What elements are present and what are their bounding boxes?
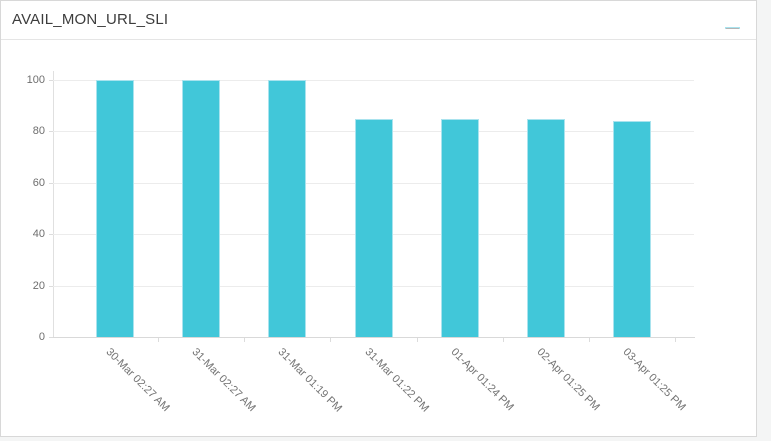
x-axis-tick bbox=[675, 338, 676, 342]
hamburger-line bbox=[725, 27, 740, 29]
x-axis-tick-label: 01-Apr 01:24 PM bbox=[448, 346, 516, 414]
bar[interactable] bbox=[268, 80, 307, 337]
x-axis-tick-label: 30-Mar 02:27 AM bbox=[103, 346, 172, 415]
gridline-y-100 bbox=[53, 80, 694, 81]
x-axis-tick-label: 31-Mar 01:22 PM bbox=[362, 346, 431, 415]
x-axis-tick-label: 31-Mar 02:27 AM bbox=[189, 346, 258, 415]
x-axis-tick bbox=[158, 338, 160, 342]
widget-title: AVAIL_MON_URL_SLI bbox=[12, 11, 169, 28]
y-axis-tick bbox=[49, 182, 53, 184]
plot-area bbox=[53, 80, 694, 337]
y-axis-tick-label: 100 bbox=[26, 74, 45, 86]
y-axis-tick-label: 20 bbox=[32, 279, 45, 292]
x-axis-tick bbox=[588, 338, 590, 342]
x-axis-tick bbox=[244, 338, 246, 342]
y-axis-tick bbox=[49, 285, 53, 287]
bar[interactable] bbox=[440, 119, 479, 337]
bar[interactable] bbox=[96, 80, 135, 337]
x-axis-tick bbox=[502, 338, 504, 342]
y-axis-tick bbox=[49, 337, 53, 338]
bar[interactable] bbox=[612, 121, 651, 337]
bar-chart: 0 20 40 60 80 100 30-Mar 02:27 AM 31-Mar 02:27 … bbox=[1, 40, 756, 436]
x-axis-tick-label: 02-Apr 01:25 PM bbox=[534, 346, 602, 414]
bar[interactable] bbox=[354, 119, 393, 337]
x-axis-line bbox=[53, 337, 695, 338]
hamburger-menu-icon[interactable] bbox=[725, 17, 740, 29]
x-axis-tick bbox=[416, 338, 418, 342]
y-axis-tick bbox=[49, 234, 53, 236]
x-axis-tick-label: 03-Apr 01:25 PM bbox=[620, 346, 688, 414]
y-axis-tick bbox=[49, 80, 53, 81]
widget-header: AVAIL_MON_URL_SLI bbox=[1, 1, 756, 40]
bar[interactable] bbox=[182, 80, 221, 337]
y-axis-line bbox=[53, 71, 54, 338]
y-axis-tick-label: 80 bbox=[32, 125, 45, 138]
x-axis-tick-label: 31-Mar 01:19 PM bbox=[275, 346, 345, 415]
y-axis-tick-label: 60 bbox=[32, 176, 45, 189]
y-axis-tick-label: 40 bbox=[32, 228, 45, 241]
y-axis-tick bbox=[49, 131, 53, 133]
widget-card: AVAIL_MON_URL_SLI 0 20 40 60 80 100 30-Mar 02:… bbox=[0, 0, 757, 437]
x-axis-tick bbox=[330, 338, 332, 342]
y-axis-tick-label: 0 bbox=[38, 331, 45, 343]
bar[interactable] bbox=[526, 119, 565, 337]
